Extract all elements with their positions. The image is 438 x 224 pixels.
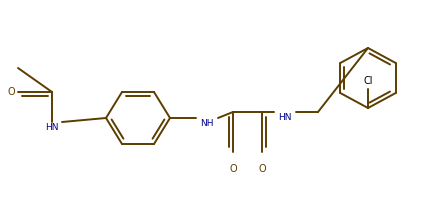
Text: HN: HN <box>278 113 292 122</box>
Text: O: O <box>229 164 237 174</box>
Text: O: O <box>7 87 15 97</box>
Text: Cl: Cl <box>363 75 373 86</box>
Text: NH: NH <box>200 119 214 128</box>
Text: HN: HN <box>45 123 59 132</box>
Text: O: O <box>258 164 266 174</box>
